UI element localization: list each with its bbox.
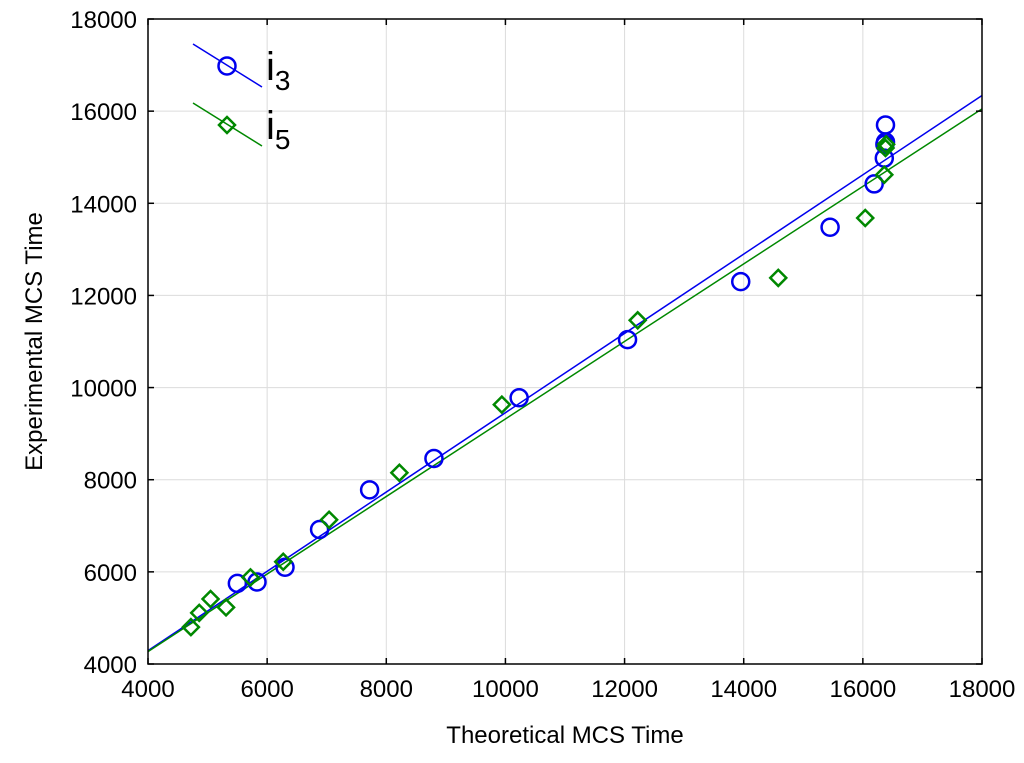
data-point-i3 — [424, 448, 444, 469]
y-tick-label: 10000 — [70, 376, 137, 403]
data-markers — [181, 115, 896, 637]
data-point-i3 — [730, 271, 751, 292]
legend-line-i5 — [192, 102, 263, 147]
axis-ticks: 4000 6000 8000 10000 12000 14000 16000 18000 400… — [70, 7, 1015, 703]
y-tick-label: 12000 — [70, 283, 137, 310]
legend-label-subscript: 3 — [275, 65, 291, 96]
y-tick-label: 4000 — [84, 652, 137, 679]
data-point-i5 — [181, 617, 201, 637]
data-point-i5 — [216, 597, 236, 618]
data-point-i5 — [189, 603, 209, 623]
x-tick-label: 10000 — [472, 676, 539, 703]
data-point-i3 — [617, 329, 638, 350]
data-point-i5 — [319, 510, 339, 530]
data-point-i5 — [273, 551, 293, 572]
legend-label-i3: i3 — [266, 45, 290, 96]
x-tick-label: 4000 — [121, 676, 174, 703]
fit-line-i5 — [147, 108, 983, 653]
y-tick-label: 8000 — [84, 468, 137, 495]
data-point-i3 — [275, 557, 295, 577]
legend-label-main: i — [266, 45, 275, 89]
data-point-i5 — [855, 208, 876, 228]
data-point-i3 — [359, 480, 380, 500]
data-point-i3 — [875, 115, 896, 135]
y-tick-label: 18000 — [70, 7, 137, 34]
legend-label-subscript: 5 — [275, 124, 291, 155]
legend-label-main: i — [266, 104, 275, 148]
y-tick-label: 6000 — [84, 560, 137, 587]
plot-frame — [147, 18, 983, 665]
x-tick-label: 12000 — [591, 676, 658, 703]
legend-marker-i3 — [217, 56, 237, 76]
data-point-i3 — [864, 174, 884, 194]
data-point-i5 — [389, 463, 410, 483]
legend-label-i5: i5 — [266, 104, 290, 155]
x-tick-label: 16000 — [829, 676, 896, 703]
legend-line-i3 — [192, 43, 263, 88]
x-tick-label: 8000 — [360, 676, 413, 703]
legend-marker-i5 — [217, 115, 237, 135]
x-tick-label: 14000 — [710, 676, 777, 703]
data-point-i3 — [309, 519, 330, 540]
data-point-i5 — [874, 164, 895, 185]
y-tick-label: 16000 — [70, 99, 137, 126]
data-point-i3 — [227, 573, 248, 594]
data-point-i5 — [492, 394, 512, 415]
data-point-i5 — [627, 310, 648, 331]
y-axis-label: Experimental MCS Time — [21, 212, 48, 471]
x-tick-label: 6000 — [240, 676, 293, 703]
data-point-i3 — [509, 387, 529, 408]
data-point-i5 — [876, 134, 896, 155]
fit-line-i3 — [147, 94, 983, 652]
data-point-i5 — [200, 589, 221, 609]
data-point-i3 — [820, 217, 840, 237]
fit-lines — [147, 94, 983, 653]
y-tick-label: 14000 — [70, 191, 137, 218]
grid — [148, 19, 982, 664]
data-point-i5 — [768, 268, 789, 288]
x-axis-label: Theoretical MCS Time — [446, 722, 683, 749]
data-point-i5 — [240, 567, 261, 588]
x-tick-label: 18000 — [949, 676, 1016, 703]
